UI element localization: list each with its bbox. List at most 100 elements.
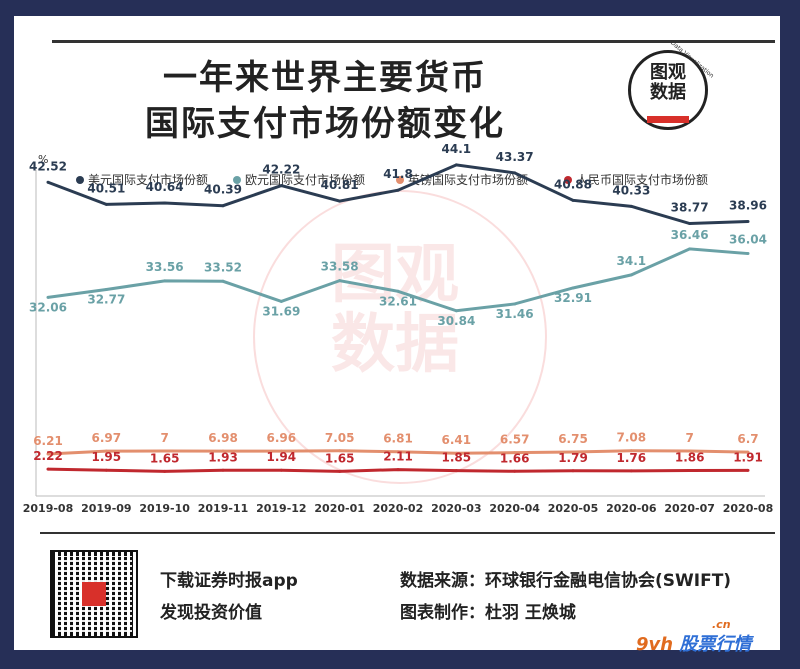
data-label-1-12: 36.04 (729, 233, 767, 247)
x-tick-label-6: 2020-02 (373, 502, 424, 515)
data-label-1-7: 30.84 (437, 314, 475, 328)
qr-code[interactable] (50, 550, 138, 638)
data-point-0-0 (46, 180, 50, 184)
data-label-2-8: 6.57 (500, 433, 530, 447)
legend-label-3: 人民币国际支付市场份额 (576, 172, 708, 187)
site-domain: .cn (712, 618, 731, 631)
footer-slogan: 发现投资价值 (160, 603, 262, 623)
data-point-1-4 (279, 299, 283, 303)
data-label-3-7: 1.85 (442, 451, 472, 465)
data-label-3-4: 1.94 (267, 450, 297, 464)
data-point-3-9 (571, 469, 575, 473)
chart-title-line1: 一年来世界主要货币 (163, 58, 487, 98)
data-point-3-1 (104, 468, 108, 472)
data-point-0-9 (571, 198, 575, 202)
data-label-0-7: 44.1 (442, 142, 472, 156)
data-point-2-5 (338, 449, 342, 453)
qr-logo-icon (82, 582, 106, 606)
data-point-0-5 (338, 199, 342, 203)
footer-download: 下载证券时报app (160, 571, 298, 591)
data-label-0-3: 40.39 (204, 183, 242, 197)
data-point-3-5 (338, 469, 342, 473)
data-label-1-2: 33.56 (146, 260, 184, 274)
data-point-3-8 (513, 469, 517, 473)
x-tick-label-5: 2020-01 (314, 502, 365, 515)
data-label-0-6: 41.8 (383, 167, 413, 181)
data-label-3-5: 1.65 (325, 451, 355, 465)
data-point-2-1 (104, 449, 108, 453)
data-point-0-7 (454, 163, 458, 167)
data-point-0-4 (279, 184, 283, 188)
site-brand: 9vh (636, 634, 674, 655)
data-label-2-11: 7 (685, 431, 693, 445)
data-point-3-0 (46, 467, 50, 471)
x-tick-label-1: 2019-09 (81, 502, 132, 515)
data-point-3-11 (688, 469, 692, 473)
data-label-1-4: 31.69 (262, 304, 300, 318)
data-label-0-8: 43.37 (496, 150, 534, 164)
data-label-1-10: 34.1 (617, 254, 647, 268)
data-label-2-0: 6.21 (33, 434, 63, 448)
data-label-3-3: 1.93 (208, 450, 238, 464)
data-point-1-1 (104, 288, 108, 292)
data-label-0-4: 42.22 (262, 163, 300, 177)
data-label-0-9: 40.88 (554, 177, 592, 191)
data-point-1-9 (571, 286, 575, 290)
chart-title-line2: 国际支付市场份额变化 (145, 104, 505, 144)
data-point-3-7 (454, 469, 458, 473)
data-label-2-3: 6.98 (208, 431, 238, 445)
data-point-2-9 (571, 450, 575, 454)
data-point-3-12 (746, 468, 750, 472)
data-label-2-2: 7 (160, 431, 168, 445)
chart-author: 图表制作：杜羽 王焕城 (400, 603, 576, 623)
top-divider (52, 40, 775, 43)
watermark-ring (253, 190, 547, 484)
data-point-0-2 (163, 201, 167, 205)
data-label-2-1: 6.97 (92, 431, 122, 445)
data-point-0-1 (104, 202, 108, 206)
data-label-0-11: 38.77 (671, 201, 709, 215)
data-label-3-6: 2.11 (383, 450, 413, 464)
data-point-3-6 (396, 468, 400, 472)
x-tick-label-4: 2019-12 (256, 502, 307, 515)
data-point-2-10 (629, 449, 633, 453)
data-label-3-0: 2.22 (33, 449, 63, 463)
legend-marker-1 (233, 176, 241, 184)
data-label-3-2: 1.65 (150, 451, 180, 465)
data-point-0-12 (746, 219, 750, 223)
data-point-2-7 (454, 451, 458, 455)
data-label-1-9: 32.91 (554, 291, 592, 305)
data-point-3-2 (163, 469, 167, 473)
data-point-0-8 (513, 171, 517, 175)
x-tick-label-3: 2019-11 (198, 502, 249, 515)
site-badge[interactable]: 9vh 股票行情 .cn (636, 618, 752, 656)
data-point-1-8 (513, 302, 517, 306)
legend-marker-2 (396, 176, 404, 184)
data-label-0-12: 38.96 (729, 198, 767, 212)
data-label-1-5: 33.58 (321, 260, 359, 274)
data-point-2-0 (46, 452, 50, 456)
x-tick-label-2: 2019-10 (139, 502, 190, 515)
data-label-3-11: 1.86 (675, 451, 705, 465)
legend: 美元国际支付市场份额 欧元国际支付市场份额 英镑国际支付市场份额 人民币国际支付市场份… (76, 172, 708, 187)
data-label-1-1: 32.77 (87, 293, 125, 307)
bottom-divider (40, 532, 775, 534)
data-point-2-11 (688, 449, 692, 453)
data-label-0-0: 42.52 (29, 159, 67, 173)
site-name: 股票行情 (679, 634, 752, 655)
x-tick-label-10: 2020-06 (606, 502, 657, 515)
data-point-2-8 (513, 451, 517, 455)
data-point-3-10 (629, 469, 633, 473)
data-point-1-11 (688, 247, 692, 251)
data-point-0-11 (688, 222, 692, 226)
data-label-3-12: 1.91 (733, 450, 763, 464)
x-tick-label-11: 2020-07 (664, 502, 715, 515)
data-label-0-2: 40.64 (146, 180, 184, 194)
data-point-2-4 (279, 449, 283, 453)
watermark-text: 图观数据 (331, 238, 459, 382)
data-label-2-7: 6.41 (442, 433, 472, 447)
data-point-3-4 (279, 468, 283, 472)
data-point-1-3 (221, 279, 225, 283)
data-point-0-6 (396, 188, 400, 192)
